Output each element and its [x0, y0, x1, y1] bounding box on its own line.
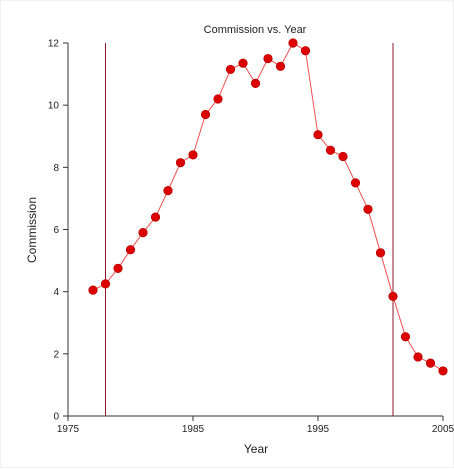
y-axis-label: Commission: [25, 197, 39, 263]
data-point: [275, 61, 286, 71]
y-ticks: 0 2 4 6 8 10 12: [48, 39, 68, 423]
data-point: [250, 78, 261, 89]
data-point: [325, 145, 336, 155]
data-point: [288, 38, 298, 48]
x-tick-label: 1995: [307, 424, 330, 435]
data-point: [438, 366, 448, 376]
axes: [67, 43, 443, 417]
y-tick-label: 2: [53, 349, 59, 360]
data-point: [163, 186, 173, 196]
data-point: [413, 352, 423, 362]
vertical-lines: [105, 43, 394, 416]
data-point: [138, 228, 148, 238]
data-point: [225, 64, 236, 75]
data-point: [313, 130, 323, 140]
data-point: [200, 109, 211, 120]
y-tick-label: 6: [53, 225, 59, 236]
y-tick-label: 8: [53, 163, 59, 174]
x-tick-label: 1975: [57, 424, 80, 435]
data-point: [100, 279, 111, 289]
data-point: [213, 94, 223, 104]
y-tick-label: 0: [53, 412, 59, 423]
data-point: [300, 46, 311, 56]
x-tick-label: 2005: [432, 424, 454, 435]
data-point: [425, 358, 436, 368]
data-point: [338, 151, 348, 162]
chart-title: Commission vs. Year: [204, 24, 307, 36]
data-point: [263, 53, 273, 64]
x-ticks: 1975 1985 1995 2005: [57, 416, 454, 435]
data-point: [113, 263, 123, 273]
y-tick-label: 10: [48, 101, 60, 112]
data-point: [388, 291, 398, 301]
series-line: [92, 42, 444, 372]
data-point: [350, 178, 361, 188]
series-1: [88, 38, 448, 376]
data-point: [400, 332, 411, 342]
y-tick-label: 12: [48, 39, 60, 50]
x-axis-label: Year: [244, 442, 268, 456]
data-point: [175, 158, 186, 168]
data-point: [188, 150, 198, 160]
data-point: [375, 248, 386, 258]
data-point: [363, 204, 373, 214]
data-point: [125, 245, 136, 255]
y-tick-label: 4: [53, 287, 59, 298]
x-tick-label: 1985: [182, 424, 205, 435]
data-point: [238, 58, 248, 68]
data-point: [88, 285, 98, 295]
data-point: [150, 212, 161, 222]
